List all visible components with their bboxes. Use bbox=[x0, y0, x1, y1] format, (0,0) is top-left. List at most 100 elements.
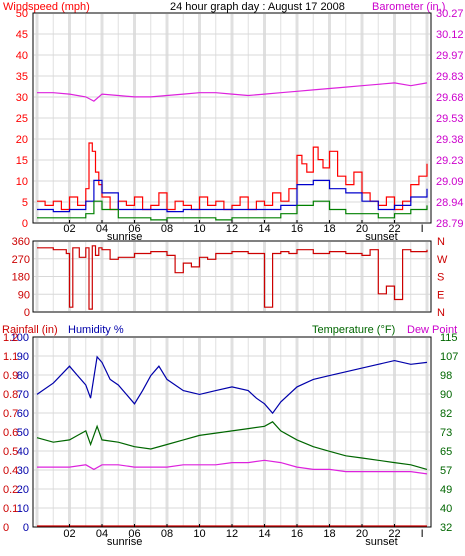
humidity-tick-label: 70 bbox=[17, 389, 29, 401]
rainfall-tick-label: 1.1 bbox=[3, 351, 18, 363]
x-tick-label: 12 bbox=[226, 528, 238, 540]
windspeed-tick-label: 10 bbox=[16, 176, 28, 188]
x-tick-label: 10 bbox=[193, 223, 205, 235]
x-tick-label: 22 bbox=[388, 223, 400, 235]
series-temperature-f bbox=[36, 421, 428, 470]
temperature-tick-label: 115 bbox=[440, 332, 458, 344]
windspeed-tick-label: 35 bbox=[16, 71, 28, 83]
x-tick-label: 18 bbox=[323, 528, 335, 540]
x-tick-label: 22 bbox=[388, 528, 400, 540]
direction-tick-label: 270 bbox=[12, 254, 30, 266]
temperature-axis-title: Temperature (°F) bbox=[312, 324, 395, 336]
windspeed-tick-label: 50 bbox=[16, 8, 28, 20]
rainfall-tick-label: 0.7 bbox=[3, 408, 18, 420]
x-tick-label: 16 bbox=[291, 223, 303, 235]
humidity-tick-label: 20 bbox=[17, 484, 29, 496]
windspeed-tick-label: 40 bbox=[16, 50, 28, 62]
humidity-tick-label: 0 bbox=[23, 522, 29, 534]
humidity-tick-label: 90 bbox=[17, 351, 29, 363]
direction-tick-label: 180 bbox=[12, 272, 30, 284]
temperature-tick-label: 90 bbox=[440, 389, 452, 401]
x-end-mark: I bbox=[421, 528, 424, 540]
temperature-tick-label: 98 bbox=[440, 370, 452, 382]
barometer-tick-label: 29.68 bbox=[436, 92, 464, 104]
barometer-tick-label: 30.12 bbox=[436, 29, 464, 41]
humidity-tick-label: 50 bbox=[17, 427, 29, 439]
dewpoint-axis-title: Dew Point bbox=[407, 324, 457, 336]
windspeed-tick-label: 5 bbox=[22, 197, 28, 209]
barometer-tick-label: 30.27 bbox=[436, 8, 464, 20]
sunset-label: sunset bbox=[365, 536, 397, 548]
x-tick-label: 02 bbox=[63, 528, 75, 540]
temperature-tick-label: 82 bbox=[440, 408, 452, 420]
series-humidity bbox=[36, 355, 428, 415]
rainfall-tick-label: 0.9 bbox=[3, 370, 18, 382]
barometer-tick-label: 29.83 bbox=[436, 71, 464, 83]
rainfall-tick-label: 0.4 bbox=[3, 465, 18, 477]
x-tick-label: 04 bbox=[96, 223, 108, 235]
temperature-tick-label: 40 bbox=[440, 503, 452, 515]
humidity-axis-title: Humidity % bbox=[68, 324, 124, 336]
series-wind-avg bbox=[37, 179, 428, 213]
temperature-tick-label: 73 bbox=[440, 427, 452, 439]
humidity-tick-label: 40 bbox=[17, 446, 29, 458]
sunrise-label: sunrise bbox=[107, 536, 142, 548]
windspeed-tick-label: 25 bbox=[16, 113, 28, 125]
humidity-tick-label: 10 bbox=[17, 503, 29, 515]
x-tick-label: 18 bbox=[323, 223, 335, 235]
x-tick-label: 04 bbox=[96, 528, 108, 540]
temperature-tick-label: 107 bbox=[440, 351, 458, 363]
x-tick-label: 14 bbox=[258, 223, 270, 235]
rainfall-axis-title: Rainfall (in) bbox=[2, 324, 58, 336]
compass-tick-label: N bbox=[437, 307, 445, 319]
compass-tick-label: W bbox=[437, 254, 448, 266]
compass-tick-label: S bbox=[437, 272, 444, 284]
barometer-tick-label: 28.94 bbox=[436, 197, 464, 209]
barometer-tick-label: 29.97 bbox=[436, 50, 464, 62]
x-tick-label: 20 bbox=[356, 528, 368, 540]
humidity-tick-label: 60 bbox=[17, 408, 29, 420]
rainfall-tick-label: 0.5 bbox=[3, 446, 18, 458]
humidity-tick-label: 30 bbox=[17, 465, 29, 477]
temperature-tick-label: 65 bbox=[440, 446, 452, 458]
temperature-tick-label: 49 bbox=[440, 484, 452, 496]
x-tick-label: 16 bbox=[291, 528, 303, 540]
barometer-tick-label: 28.79 bbox=[436, 218, 464, 230]
windspeed-tick-label: 45 bbox=[16, 29, 28, 41]
x-tick-label: 08 bbox=[161, 528, 173, 540]
barometer-axis-title: Barometer (in.) bbox=[372, 1, 445, 13]
x-tick-label: 12 bbox=[226, 223, 238, 235]
x-tick-label: 06 bbox=[128, 528, 140, 540]
x-end-mark: I bbox=[421, 223, 424, 235]
temperature-tick-label: 32 bbox=[440, 522, 452, 534]
rainfall-tick-label: 0.2 bbox=[3, 484, 18, 496]
sunrise-label: sunrise bbox=[107, 231, 142, 243]
compass-tick-label: E bbox=[437, 289, 444, 301]
x-tick-label: 20 bbox=[356, 223, 368, 235]
direction-tick-label: 0 bbox=[24, 307, 30, 319]
barometer-tick-label: 29.23 bbox=[436, 155, 464, 167]
sunset-label: sunset bbox=[365, 231, 397, 243]
rainfall-tick-label: 0.6 bbox=[3, 427, 18, 439]
direction-tick-label: 360 bbox=[12, 236, 30, 248]
temperature-tick-label: 57 bbox=[440, 465, 452, 477]
x-tick-label: 08 bbox=[161, 223, 173, 235]
windspeed-tick-label: 0 bbox=[22, 218, 28, 230]
rainfall-tick-label: 0 bbox=[3, 522, 9, 534]
windspeed-tick-label: 30 bbox=[16, 92, 28, 104]
series-wind-direction bbox=[37, 245, 428, 310]
x-tick-label: 06 bbox=[128, 223, 140, 235]
humidity-tick-label: 80 bbox=[17, 370, 29, 382]
chart-title: 24 hour graph day : August 17 2008 bbox=[170, 1, 345, 13]
humidity-tick-label: 100 bbox=[11, 332, 29, 344]
series-barometer-in bbox=[37, 82, 428, 102]
rainfall-tick-label: 1.2 bbox=[3, 332, 18, 344]
compass-tick-label: N bbox=[437, 236, 445, 248]
barometer-tick-label: 29.38 bbox=[436, 134, 464, 146]
barometer-tick-label: 29.53 bbox=[436, 113, 464, 125]
windspeed-tick-label: 15 bbox=[16, 155, 28, 167]
rainfall-tick-label: 0.8 bbox=[3, 389, 18, 401]
windspeed-axis-title: Windspeed (mph) bbox=[3, 1, 90, 13]
